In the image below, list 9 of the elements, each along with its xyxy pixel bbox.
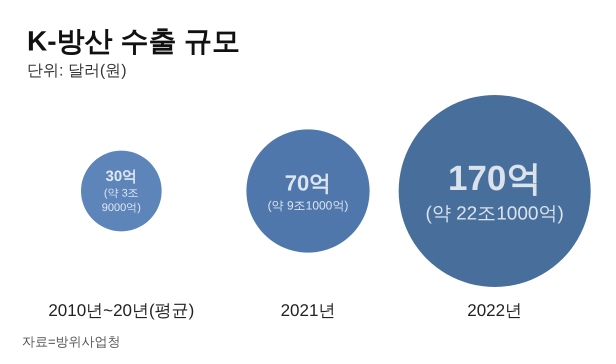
category-label: 2022년 xyxy=(467,301,522,320)
category-label: 2021년 xyxy=(280,301,336,320)
category-label: 2010년~20년(평균) xyxy=(48,301,194,320)
text: 자료=방위사업청 xyxy=(22,334,121,349)
text: K-방산 수출 규모 xyxy=(27,26,240,56)
text: 단위: 달러(원) xyxy=(27,62,127,80)
data-label: 30억 (약 3조 9000억) xyxy=(102,168,141,214)
data-label: 70억 (약 9조1000억) xyxy=(268,170,348,212)
data-label: 170억 (약 22조1000억) xyxy=(425,159,564,224)
